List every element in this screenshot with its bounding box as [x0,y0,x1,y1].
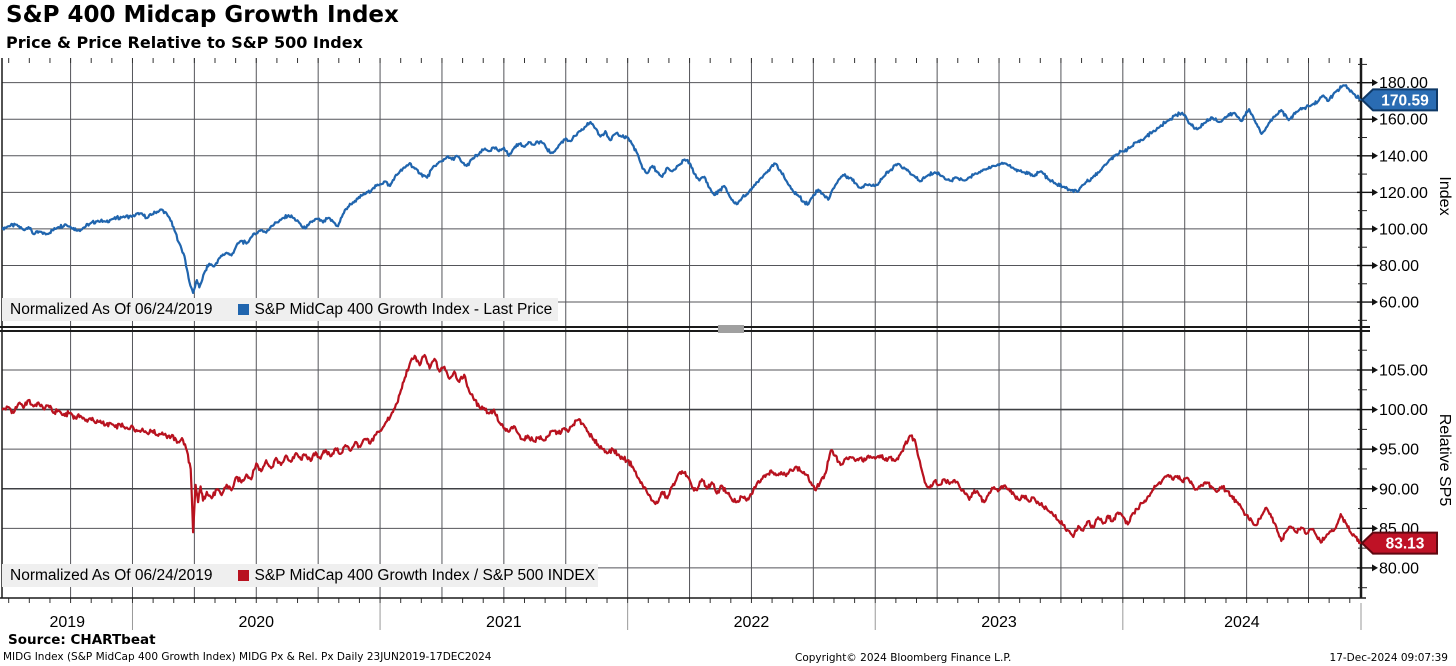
copyright-label: Copyright© 2024 Bloomberg Finance L.P. [795,652,1012,664]
normalized-note: Normalized As Of 06/24/2019 [10,300,213,318]
y-tick-arrow [1372,366,1378,374]
x-axis-year-label: 2022 [734,614,770,631]
x-axis-year-label: 2020 [238,614,274,631]
relative-series-swatch [238,570,250,581]
chart-description: MIDG Index (S&P MidCap 400 Growth Index)… [3,651,492,663]
relative-axis-title: Relative SP5 [1436,413,1453,507]
relative-series-line [2,353,1361,545]
y-tick-label: 60.00 [1379,295,1419,312]
month-ticks [8,58,1351,603]
y-tick-arrow [1372,524,1378,532]
y-tick-label: 80.00 [1379,258,1419,275]
y-tick-arrow [1372,152,1378,160]
x-axis-year-label: 2024 [1224,614,1260,631]
y-tick-label: 140.00 [1379,148,1428,165]
price-last-value-badge: 170.59 [1360,88,1438,112]
y-tick-arrow [1372,115,1378,123]
price-series-label: S&P MidCap 400 Growth Index - Last Price [254,300,553,318]
x-axis-year-label: 2019 [49,614,85,631]
year-axis: 2019 2020 2021 2022 2023 2024 [49,603,1362,631]
y-tick-arrow [1372,79,1378,87]
y-tick-label: 180.00 [1379,75,1428,92]
y-tick-label: 105.00 [1379,363,1428,380]
y-tick-arrow [1372,225,1378,233]
normalized-note: Normalized As Of 06/24/2019 [10,566,213,584]
y-tick-arrow [1372,564,1378,572]
y-tick-label: 120.00 [1379,185,1428,202]
separator-drag-handle [718,325,744,333]
y-tick-label: 100.00 [1379,221,1428,238]
price-legend: Normalized As Of 06/24/2019 S&P MidCap 4… [2,298,558,321]
y-tick-label: 80.00 [1379,560,1419,577]
price-series-line [2,84,1361,294]
y-tick-arrow [1372,485,1378,493]
y-tick-arrow [1372,298,1378,306]
price-y-axis: 180.00 160.00 140.00 120.00 100.00 80.00 60.00 [1357,63,1428,321]
price-badge-value: 170.59 [1381,92,1429,109]
x-axis-year-label: 2021 [486,614,522,631]
relative-last-value-badge: 83.13 [1360,531,1438,555]
price-series-swatch [238,304,250,315]
y-tick-arrow [1372,188,1378,196]
y-tick-label: 160.00 [1379,112,1428,129]
price-axis-title: Index [1436,176,1453,216]
price-badge-shape [1360,88,1438,112]
page-subtitle: Price & Price Relative to S&P 500 Index [6,33,363,52]
y-tick-label: 90.00 [1379,481,1419,498]
timestamp-label: 17-Dec-2024 09:07:39 [1329,652,1448,664]
y-tick-label: 95.00 [1379,442,1419,459]
y-tick-arrow [1372,261,1378,269]
page-title: S&P 400 Midcap Growth Index [6,2,399,28]
relative-series-label: S&P MidCap 400 Growth Index / S&P 500 IN… [254,566,596,584]
x-axis-year-label: 2023 [981,614,1017,631]
relative-badge-shape [1360,531,1438,555]
y-tick-arrow [1372,445,1378,453]
relative-legend: Normalized As Of 06/24/2019 S&P MidCap 4… [2,564,598,587]
y-tick-label: 100.00 [1379,402,1428,419]
relative-badge-value: 83.13 [1386,536,1425,553]
y-tick-arrow [1372,406,1378,414]
source-label: Source: CHARTbeat [8,632,156,648]
